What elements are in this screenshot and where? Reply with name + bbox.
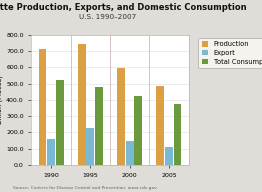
- Bar: [134, 96, 142, 165]
- Bar: [95, 87, 103, 165]
- Bar: [156, 86, 164, 165]
- Text: U.S. 1990–2007: U.S. 1990–2007: [79, 14, 136, 20]
- Text: Source: Centers for Disease Control and Prevention, www.cdc.gov.: Source: Centers for Disease Control and …: [13, 186, 158, 190]
- Bar: [165, 147, 173, 165]
- Bar: [39, 49, 46, 165]
- Bar: [126, 141, 134, 165]
- Bar: [78, 44, 86, 165]
- Legend: Production, Export, Total Consumption: Production, Export, Total Consumption: [198, 38, 262, 68]
- Bar: [174, 104, 182, 165]
- Y-axis label: Billion (Pieces): Billion (Pieces): [0, 75, 3, 124]
- Bar: [56, 80, 64, 165]
- Bar: [47, 139, 55, 165]
- Bar: [117, 68, 125, 165]
- Text: Cigarette Production, Exports, and Domestic Consumption: Cigarette Production, Exports, and Domes…: [0, 3, 246, 12]
- Bar: [86, 128, 94, 165]
